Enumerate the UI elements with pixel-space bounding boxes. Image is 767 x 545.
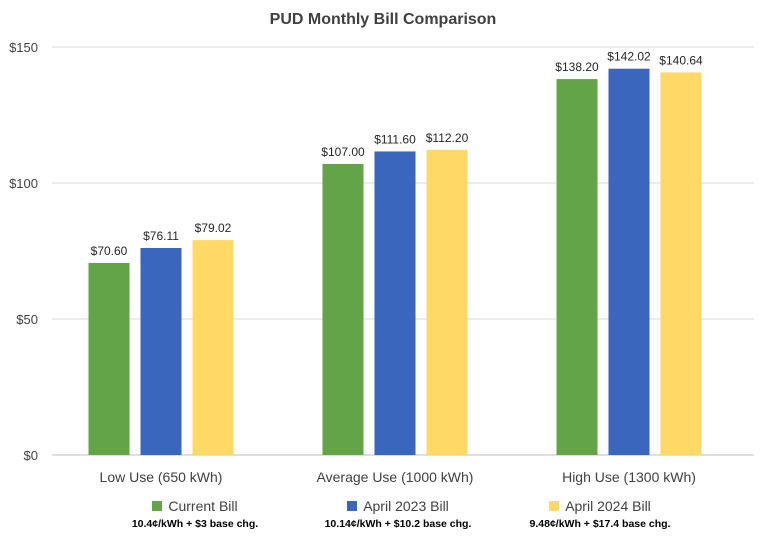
data-label: $76.11 bbox=[143, 229, 179, 243]
bar-april-2023-bill-2 bbox=[374, 151, 416, 455]
bar-current-bill-1 bbox=[88, 262, 130, 455]
y-axis-ticks: $0 $50 $100 $150 bbox=[9, 40, 38, 463]
legend-label-april-2024-bill: April 2024 Bill bbox=[565, 498, 651, 514]
bar-april-2023-bill-3 bbox=[608, 68, 650, 455]
chart-title: PUD Monthly Bill Comparison bbox=[270, 11, 497, 28]
data-label: $111.60 bbox=[374, 132, 416, 146]
bar-current-bill-3 bbox=[556, 79, 598, 455]
bar-april-2024-bill-3 bbox=[660, 72, 702, 455]
legend-note-april-2023-bill: 10.14¢/kWh + $10.2 base chg. bbox=[324, 518, 472, 530]
x-axis-categories: Low Use (650 kWh) Average Use (1000 kWh) H… bbox=[100, 469, 696, 485]
legend-swatch-current-bill bbox=[152, 501, 163, 511]
bar-april-2023-bill-1 bbox=[140, 247, 182, 455]
data-label: $140.64 bbox=[659, 53, 703, 67]
bar-april-2024-bill-2 bbox=[426, 149, 468, 456]
legend-item-current-bill: Current Bill 10.4¢/kWh + $3 base chg. bbox=[95, 498, 295, 530]
data-label: $79.02 bbox=[195, 221, 232, 235]
x-tick-label: Average Use (1000 kWh) bbox=[317, 469, 474, 485]
data-labels: $70.60 $76.11 $79.02 $107.00 $111.60 $112.20 $… bbox=[91, 50, 703, 258]
legend-note-current-bill: 10.4¢/kWh + $3 base chg. bbox=[131, 518, 259, 530]
legend-label-april-2023-bill: April 2023 Bill bbox=[363, 498, 449, 514]
y-tick-label: $50 bbox=[16, 312, 38, 327]
x-tick-label: High Use (1300 kWh) bbox=[562, 469, 696, 485]
legend: Current Bill 10.4¢/kWh + $3 base chg. Ap… bbox=[0, 498, 767, 538]
legend-swatch-april-2024-bill bbox=[549, 501, 560, 511]
legend-swatch-april-2023-bill bbox=[347, 501, 358, 511]
legend-item-april-2023-bill: April 2023 Bill 10.14¢/kWh + $10.2 base … bbox=[298, 498, 498, 530]
y-tick-label: $150 bbox=[9, 40, 38, 55]
y-tick-label: $100 bbox=[9, 176, 38, 191]
data-label: $112.20 bbox=[426, 131, 469, 145]
data-label: $142.02 bbox=[607, 50, 651, 64]
x-tick-label: Low Use (650 kWh) bbox=[100, 469, 223, 485]
legend-item-april-2024-bill: April 2024 Bill 9.48¢/kWh + $17.4 base c… bbox=[500, 498, 700, 530]
bars bbox=[88, 68, 702, 456]
data-label: $138.20 bbox=[555, 60, 599, 74]
legend-note-april-2024-bill: 9.48¢/kWh + $17.4 base chg. bbox=[529, 518, 671, 530]
bar-current-bill-2 bbox=[322, 163, 364, 455]
bar-april-2024-bill-1 bbox=[192, 240, 234, 455]
data-label: $107.00 bbox=[321, 145, 365, 159]
data-label: $70.60 bbox=[91, 244, 128, 258]
y-tick-label: $0 bbox=[24, 448, 38, 463]
legend-label-current-bill: Current Bill bbox=[168, 498, 238, 514]
